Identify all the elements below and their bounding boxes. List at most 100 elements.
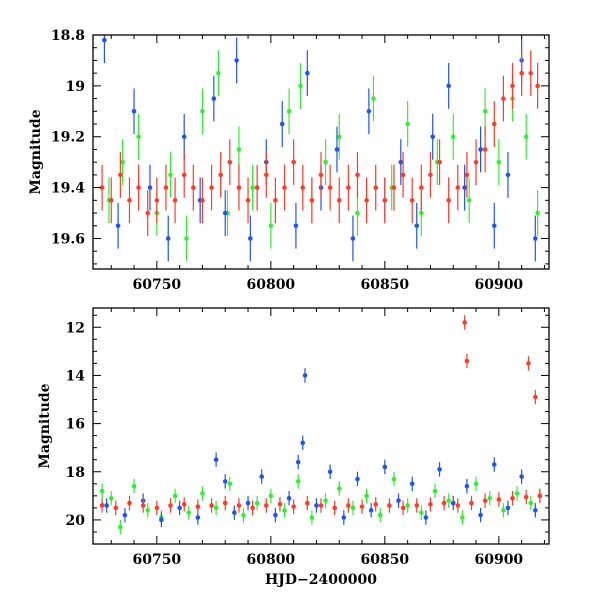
top-panel-frame: [92, 34, 550, 270]
top-red-point: [437, 159, 442, 165]
bottom-green-point: [241, 512, 246, 518]
top-blue-point: [505, 172, 511, 178]
top-red-point: [355, 172, 360, 178]
top-y-ticks: 18.8 19 19.2 19.4 19.6: [51, 28, 549, 265]
bottom-green-point: [213, 505, 219, 511]
top-green-point: [216, 70, 221, 76]
top-red-point: [400, 172, 406, 178]
bottom-red-point: [305, 500, 310, 506]
bottom-blue-point: [533, 507, 538, 513]
top-green-point: [523, 134, 529, 140]
bottom-red-point: [428, 501, 433, 507]
bottom-red-point: [346, 503, 351, 508]
top-red-point: [318, 172, 324, 178]
bottom-blue-point: [491, 462, 497, 467]
top-green-point: [323, 159, 328, 165]
top-red-point: [519, 70, 524, 76]
top-x-ticks: 60750 60800 60850 60900: [110, 35, 545, 293]
top-green-point: [286, 109, 292, 114]
bottom-red-point: [441, 500, 447, 506]
bottom-green-point: [336, 486, 342, 491]
bottom-blue-point: [382, 464, 388, 470]
bottom-green-point: [172, 493, 178, 499]
bottom-y-ticks: 12 14 16 18 20: [66, 314, 549, 545]
bottom-red-point: [127, 500, 132, 506]
top-red-point: [118, 172, 123, 178]
top-panel-data: [99, 35, 540, 262]
top-red-point: [108, 198, 114, 203]
top-red-point: [364, 198, 369, 203]
bottom-red-point: [318, 503, 324, 508]
top-red-point: [373, 185, 379, 190]
bottom-blue-point: [104, 503, 109, 508]
top-red-point: [282, 185, 287, 190]
bottom-green-point: [131, 483, 137, 489]
bottom-green-point: [391, 476, 397, 482]
top-blue-point: [491, 223, 497, 229]
top-blue-point: [366, 109, 372, 114]
bottom-red-point: [414, 503, 420, 508]
top-blue-point: [350, 236, 356, 241]
bottom-green-point: [186, 510, 192, 515]
bottom-green-point: [419, 510, 424, 515]
top-blue-point: [222, 210, 228, 216]
bottom-blue-point: [519, 474, 524, 479]
top-blue-point: [446, 83, 451, 89]
bottom-green-point: [268, 493, 274, 499]
bottom-blue-point: [232, 510, 237, 515]
bottom-y-tick-label: 12: [66, 320, 85, 336]
bottom-red-point: [373, 501, 379, 507]
top-blue-point: [533, 236, 538, 241]
top-blue-point: [211, 96, 217, 101]
top-green-point: [450, 134, 456, 140]
top-blue-point: [131, 109, 137, 114]
bottom-blue-point: [286, 495, 292, 501]
top-blue-point: [398, 159, 404, 165]
bottom-blue-point: [396, 498, 401, 503]
bottom-red-point: [236, 503, 242, 508]
bottom-red-point: [291, 504, 296, 509]
bottom-green-point: [432, 488, 438, 494]
top-blue-point: [293, 223, 299, 229]
bottom-red-point: [113, 505, 119, 511]
top-red-point: [254, 185, 260, 190]
top-y-tick-label: 19: [66, 79, 85, 95]
top-red-point: [227, 159, 233, 165]
top-red-point: [473, 159, 479, 165]
bottom-green-point: [227, 481, 233, 487]
bottom-x-tick-label: 60850: [360, 552, 409, 568]
bottom-blue-point: [213, 457, 219, 463]
top-red-point: [535, 83, 540, 89]
top-red-point: [336, 198, 342, 203]
top-red-point: [218, 172, 223, 178]
top-green-point: [298, 83, 303, 89]
top-red-point: [236, 185, 242, 190]
bottom-y-tick-label: 14: [66, 368, 86, 384]
top-red-point: [181, 172, 187, 178]
bottom-green-point: [323, 498, 328, 503]
bottom-blue-point: [122, 512, 128, 518]
top-x-tick-label: 60900: [474, 277, 523, 293]
bottom-x-tick-label: 60800: [246, 552, 295, 568]
x-axis-label: HJD−2400000: [265, 572, 377, 588]
bottom-red-point: [523, 494, 529, 500]
top-red-point: [154, 198, 160, 203]
top-blue-point: [248, 236, 253, 241]
bottom-panel: 60750 60800 60850 60900 12 14 16 18 20 Magnitud…: [37, 307, 550, 588]
top-y-tick-label: 19.2: [51, 130, 85, 146]
top-green-point: [405, 121, 410, 127]
top-blue-point: [414, 223, 420, 229]
bottom-blue-point: [409, 481, 415, 487]
top-blue-point: [430, 134, 436, 140]
bottom-red-point: [154, 505, 160, 511]
bottom-red-point: [222, 500, 228, 506]
top-red-point: [145, 210, 151, 216]
top-green-point: [355, 210, 360, 216]
top-y-tick-label: 18.8: [51, 28, 85, 44]
bottom-red-point: [526, 361, 531, 366]
top-red-point: [172, 198, 178, 203]
bottom-red-point: [464, 358, 470, 364]
bottom-y-tick-label: 20: [66, 513, 86, 529]
bottom-red-point: [537, 493, 543, 499]
